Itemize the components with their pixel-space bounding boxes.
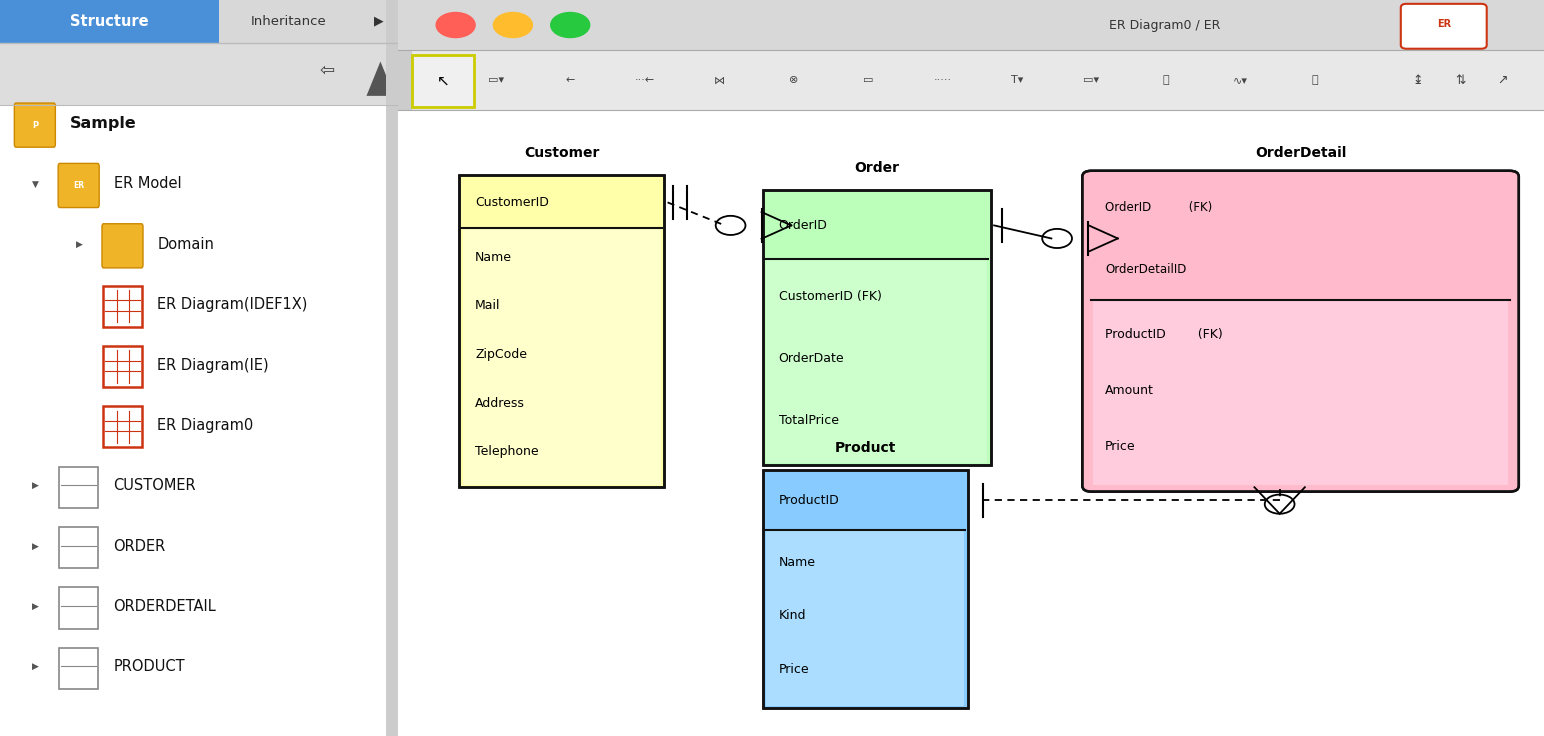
- FancyBboxPatch shape: [463, 227, 661, 485]
- Text: Price: Price: [1106, 440, 1136, 453]
- Text: Domain: Domain: [157, 237, 215, 252]
- FancyBboxPatch shape: [398, 110, 1544, 736]
- FancyBboxPatch shape: [766, 259, 987, 463]
- FancyBboxPatch shape: [59, 467, 99, 508]
- Text: Sample: Sample: [69, 116, 136, 131]
- Text: ▶: ▶: [32, 542, 39, 551]
- FancyBboxPatch shape: [103, 406, 142, 447]
- Text: ⛰: ⛰: [1311, 75, 1319, 85]
- Text: ▭▾: ▭▾: [1084, 75, 1099, 85]
- FancyBboxPatch shape: [14, 103, 56, 147]
- Text: ⇦: ⇦: [320, 62, 334, 79]
- Text: ER Diagram0: ER Diagram0: [157, 418, 253, 433]
- FancyBboxPatch shape: [1082, 171, 1519, 492]
- Text: Inheritance: Inheritance: [252, 15, 327, 28]
- Text: Price: Price: [778, 662, 809, 676]
- Text: ▶: ▶: [76, 240, 82, 249]
- Text: OrderDetail: OrderDetail: [1255, 146, 1346, 160]
- Text: ProductID: ProductID: [778, 494, 840, 507]
- Text: PRODUCT: PRODUCT: [114, 659, 185, 674]
- Text: ER: ER: [73, 181, 85, 190]
- Text: Mail: Mail: [476, 300, 500, 312]
- Text: ▶: ▶: [32, 481, 39, 490]
- Text: T▾: T▾: [1011, 75, 1024, 85]
- Text: CUSTOMER: CUSTOMER: [114, 478, 196, 493]
- Text: ⊗: ⊗: [789, 75, 798, 85]
- Text: OrderDate: OrderDate: [778, 352, 845, 365]
- Text: ER Diagram0 / ER: ER Diagram0 / ER: [1109, 18, 1220, 32]
- Text: ER Diagram(IDEF1X): ER Diagram(IDEF1X): [157, 297, 307, 312]
- Text: ER Diagram(IE): ER Diagram(IE): [157, 358, 269, 372]
- FancyBboxPatch shape: [59, 587, 99, 629]
- Text: ↨: ↨: [1413, 74, 1424, 87]
- Text: ⟍: ⟍: [1163, 75, 1169, 85]
- Text: ER Model: ER Model: [114, 177, 181, 191]
- Text: ProductID        (FK): ProductID (FK): [1106, 328, 1223, 341]
- Polygon shape: [366, 62, 394, 96]
- FancyBboxPatch shape: [0, 43, 398, 105]
- Text: ↗: ↗: [1498, 74, 1508, 87]
- Text: CustomerID: CustomerID: [476, 196, 550, 209]
- FancyBboxPatch shape: [103, 286, 142, 327]
- Text: OrderID: OrderID: [778, 219, 828, 232]
- Text: TotalPrice: TotalPrice: [778, 414, 838, 427]
- FancyBboxPatch shape: [59, 163, 99, 208]
- FancyBboxPatch shape: [386, 0, 398, 736]
- FancyBboxPatch shape: [763, 190, 991, 465]
- FancyBboxPatch shape: [102, 224, 144, 268]
- Text: Name: Name: [476, 251, 513, 263]
- Text: P: P: [32, 121, 39, 130]
- FancyBboxPatch shape: [103, 346, 142, 387]
- Text: ↖: ↖: [437, 74, 449, 88]
- Circle shape: [435, 13, 476, 38]
- Text: ORDER: ORDER: [114, 539, 165, 553]
- FancyBboxPatch shape: [59, 527, 99, 568]
- Text: Product: Product: [834, 441, 896, 455]
- Text: Customer: Customer: [523, 146, 599, 160]
- Text: OrderID          (FK): OrderID (FK): [1106, 201, 1212, 214]
- FancyBboxPatch shape: [763, 470, 968, 708]
- Text: ER: ER: [1437, 19, 1451, 29]
- Circle shape: [494, 13, 533, 38]
- Text: ▭: ▭: [863, 75, 874, 85]
- FancyBboxPatch shape: [412, 55, 474, 107]
- Text: ▶: ▶: [32, 662, 39, 671]
- FancyBboxPatch shape: [0, 0, 219, 43]
- Text: Amount: Amount: [1106, 383, 1153, 397]
- FancyBboxPatch shape: [219, 0, 358, 43]
- FancyBboxPatch shape: [59, 648, 99, 689]
- FancyBboxPatch shape: [0, 105, 398, 736]
- FancyBboxPatch shape: [766, 529, 965, 706]
- Text: ▶: ▶: [32, 602, 39, 611]
- FancyBboxPatch shape: [398, 50, 1544, 110]
- Text: ▼: ▼: [32, 180, 39, 188]
- Text: Structure: Structure: [69, 14, 148, 29]
- FancyBboxPatch shape: [1093, 300, 1508, 485]
- FancyBboxPatch shape: [358, 0, 398, 43]
- FancyBboxPatch shape: [398, 50, 412, 110]
- Text: ▭▾: ▭▾: [488, 75, 503, 85]
- FancyBboxPatch shape: [398, 0, 1544, 50]
- Text: ⋈: ⋈: [713, 75, 724, 85]
- Text: ▶: ▶: [374, 15, 383, 28]
- Text: Kind: Kind: [778, 609, 806, 622]
- Text: ···←: ···←: [635, 75, 655, 85]
- FancyBboxPatch shape: [459, 175, 664, 487]
- Text: Order: Order: [854, 161, 899, 175]
- Text: OrderDetailID: OrderDetailID: [1106, 263, 1187, 276]
- Text: ←: ←: [565, 75, 574, 85]
- Text: Name: Name: [778, 556, 815, 568]
- Text: Address: Address: [476, 397, 525, 410]
- Circle shape: [551, 13, 590, 38]
- Text: ∿▾: ∿▾: [1234, 75, 1248, 85]
- Text: ORDERDETAIL: ORDERDETAIL: [114, 599, 216, 614]
- Text: Telephone: Telephone: [476, 445, 539, 459]
- Text: CustomerID (FK): CustomerID (FK): [778, 290, 882, 303]
- Text: ⇅: ⇅: [1454, 74, 1465, 87]
- FancyBboxPatch shape: [1400, 4, 1487, 49]
- Text: ·····: ·····: [934, 75, 951, 85]
- Text: ZipCode: ZipCode: [476, 348, 527, 361]
